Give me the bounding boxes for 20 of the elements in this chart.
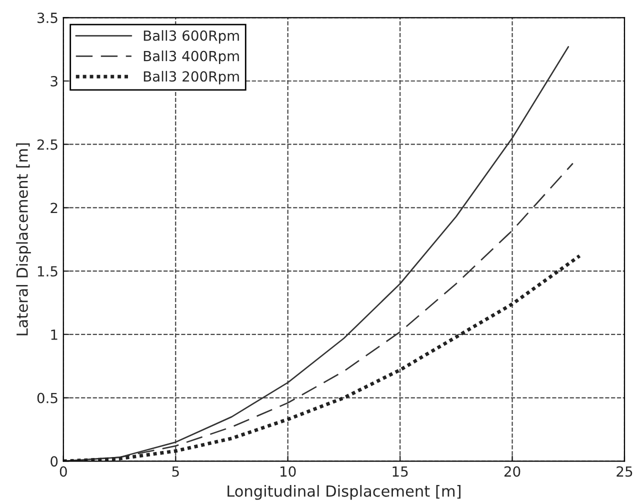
legend-label: Ball3 200Rpm bbox=[144, 70, 239, 84]
y-tick-label: 3 bbox=[50, 76, 58, 86]
x-tick-label: 25 bbox=[616, 466, 632, 477]
y-tick-label: 0.5 bbox=[37, 392, 58, 404]
y-tick-label: 1 bbox=[51, 330, 58, 340]
y-tick-label: 3.5 bbox=[38, 12, 58, 24]
x-axis-title: Longitudinal Displacement [m] bbox=[228, 485, 460, 500]
y-tick-label: 0 bbox=[50, 456, 58, 467]
y-tick-label: 2.5 bbox=[37, 139, 58, 150]
y-axis-title: Lateral Displacement [m] bbox=[16, 143, 31, 336]
y-tick-label: 2 bbox=[50, 202, 58, 213]
line-series bbox=[63, 254, 582, 462]
x-tick-label: 20 bbox=[504, 466, 520, 477]
x-tick-label: 5 bbox=[172, 466, 179, 477]
x-tick-label: 10 bbox=[280, 466, 296, 477]
x-tick-label: 15 bbox=[392, 466, 408, 477]
legend-label: Ball3 600Rpm bbox=[144, 30, 239, 44]
y-tick-label: 1.5 bbox=[38, 266, 58, 277]
legend-label: Ball3 400Rpm bbox=[144, 50, 239, 64]
x-tick-label: 0 bbox=[60, 466, 67, 477]
